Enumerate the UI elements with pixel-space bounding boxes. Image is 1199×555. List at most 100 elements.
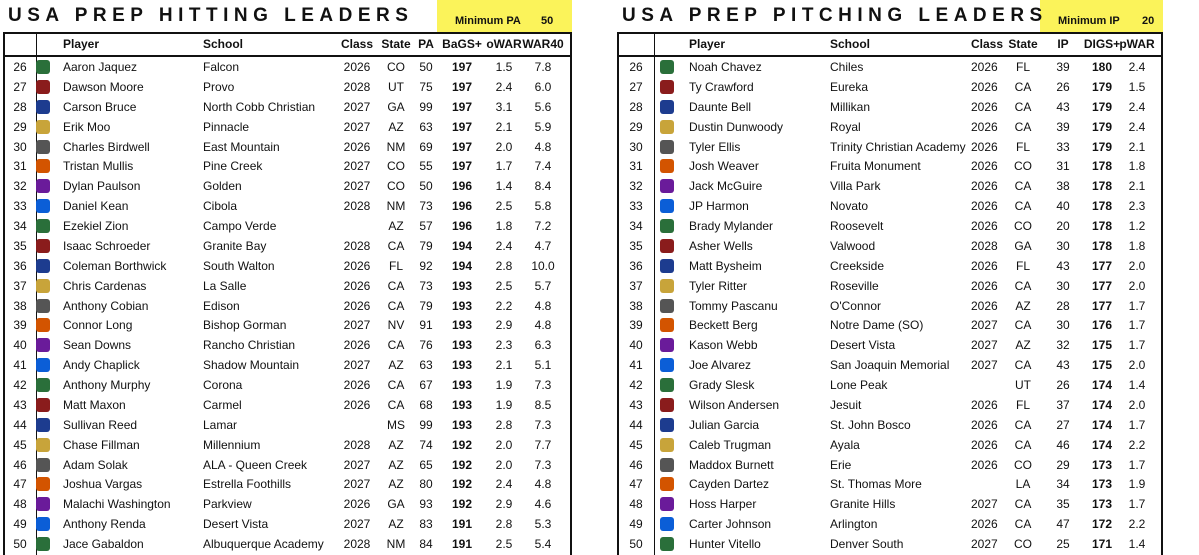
cell: 2026 — [971, 298, 998, 313]
cell: Coleman Borthwick — [63, 258, 167, 273]
cell: Aaron Jaquez — [63, 60, 138, 74]
cell: 2026 — [343, 139, 371, 154]
cell: 1.4 — [1128, 378, 1146, 392]
cell: 1.9 — [495, 397, 513, 412]
cell: CO — [1014, 457, 1032, 472]
cell: 63 — [419, 119, 433, 134]
cell: 2.0 — [495, 457, 513, 472]
cell: 10.0 — [531, 258, 555, 273]
cell: Jace Gabaldon — [63, 537, 144, 551]
cell: 31 — [1056, 159, 1070, 174]
column-header: School — [830, 37, 871, 51]
team-logo — [660, 60, 674, 74]
cell: Adam Solak — [63, 457, 128, 472]
cell: Brady Mylander — [689, 219, 774, 233]
cell: 8.5 — [534, 397, 552, 412]
cell: 2026 — [971, 437, 998, 452]
cell: 35 — [1056, 497, 1070, 512]
column-header: DIGS+ — [1083, 37, 1121, 51]
cell: Grady Slesk — [689, 378, 755, 392]
cell: AZ — [388, 517, 404, 532]
cell: 192 — [451, 437, 473, 452]
cell: Valwood — [830, 238, 876, 253]
cell: CA — [1014, 417, 1032, 432]
rank: 46 — [13, 457, 27, 472]
cell: Provo — [203, 79, 235, 94]
cell: Campo Verde — [203, 219, 277, 233]
minimum-box — [1040, 0, 1163, 32]
rank: 28 — [13, 99, 27, 114]
cell: Shadow Mountain — [203, 358, 300, 373]
cell: 43 — [1056, 358, 1070, 373]
cell: AZ — [1015, 298, 1031, 313]
cell: 68 — [419, 397, 433, 412]
cell: 26 — [1056, 79, 1070, 94]
cell: 30 — [1056, 238, 1070, 253]
cell: 38 — [1056, 179, 1070, 194]
cell: Isaac Schroeder — [63, 238, 151, 253]
cell: UT — [1015, 378, 1031, 392]
team-logo — [660, 378, 674, 392]
cell: AZ — [388, 358, 404, 373]
cell: 39 — [1056, 119, 1070, 134]
team-logo — [36, 298, 50, 313]
cell: 2027 — [971, 338, 998, 353]
minimum-label: Minimum PA — [455, 15, 521, 27]
cell: 2026 — [343, 278, 371, 293]
cell: Pine Creek — [203, 159, 263, 174]
cell: 30 — [1056, 278, 1070, 293]
cell: 1.7 — [1128, 298, 1146, 313]
column-header: pWAR — [1119, 37, 1155, 51]
cell: 43 — [1056, 99, 1070, 114]
rank: 44 — [13, 417, 27, 432]
cell: 5.8 — [534, 199, 552, 214]
cell: 4.6 — [534, 497, 552, 512]
cell: 75 — [419, 79, 433, 94]
cell: 34 — [1056, 477, 1070, 492]
column-rule — [36, 32, 37, 555]
cell: Tristan Mullis — [63, 159, 134, 174]
team-logo — [36, 477, 50, 492]
cell: 2.4 — [495, 238, 513, 253]
cell: Rancho Christian — [203, 338, 296, 353]
cell: 2.4 — [495, 477, 513, 492]
cell: NM — [386, 537, 406, 551]
cell: 2.2 — [1128, 437, 1146, 452]
cell: 27 — [1056, 417, 1070, 432]
rank: 44 — [629, 417, 643, 432]
cell: 179 — [1091, 79, 1113, 94]
cell: Desert Vista — [203, 517, 269, 532]
cell: 79 — [419, 238, 433, 253]
cell: 2026 — [971, 179, 998, 194]
rank: 31 — [13, 159, 27, 174]
cell: 1.7 — [1128, 497, 1146, 512]
cell: 177 — [1091, 298, 1113, 313]
cell: 2028 — [343, 238, 371, 253]
cell: 7.3 — [534, 378, 552, 392]
cell: CA — [387, 378, 405, 392]
rank: 35 — [13, 238, 27, 253]
cell: 197 — [451, 60, 473, 74]
cell: Roosevelt — [830, 219, 884, 233]
cell: 1.4 — [495, 179, 513, 194]
cell: 2027 — [343, 517, 371, 532]
cell: 55 — [419, 159, 433, 174]
cell: Andy Chaplick — [63, 358, 140, 373]
cell: 91 — [419, 318, 433, 333]
cell: 8.4 — [534, 179, 552, 194]
cell: NV — [387, 318, 405, 333]
cell: 2026 — [343, 497, 371, 512]
cell: 1.5 — [495, 60, 513, 74]
cell: Royal — [830, 119, 861, 134]
cell: Estrella Foothills — [203, 477, 292, 492]
cell: CO — [387, 60, 405, 74]
cell: 2028 — [343, 437, 371, 452]
cell: 1.7 — [1128, 417, 1146, 432]
cell: Sullivan Reed — [63, 417, 138, 432]
cell: 7.3 — [534, 417, 552, 432]
cell: AZ — [388, 437, 404, 452]
cell: 191 — [451, 537, 473, 551]
cell: GA — [387, 99, 405, 114]
cell: Anthony Murphy — [63, 378, 151, 392]
cell: 2.8 — [495, 258, 513, 273]
